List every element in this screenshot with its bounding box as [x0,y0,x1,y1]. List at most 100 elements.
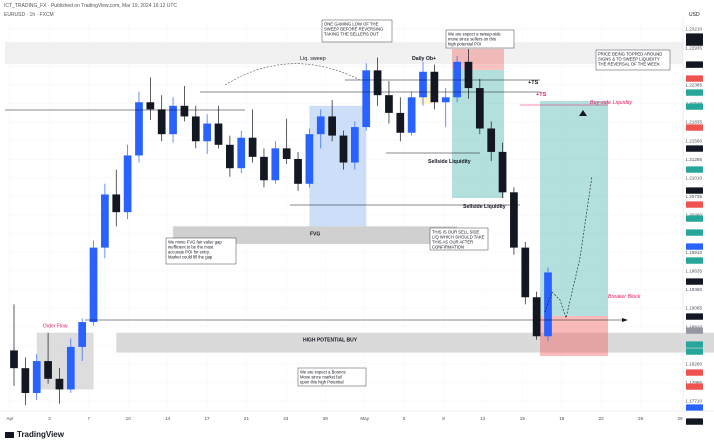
candle-body [305,134,314,184]
candle-body [146,102,155,110]
candle-body [237,137,246,169]
candle-body [89,247,98,323]
candle-body [328,116,336,136]
candle-body [214,123,223,145]
currency-label[interactable]: USD [689,12,700,18]
price-scale-tag [686,348,703,355]
candle-body [316,116,325,135]
price-scale-tag [686,215,703,222]
price-scale-tag [686,404,703,411]
time-tick-label: 14 [165,416,171,421]
sellside-liquidity-label: Sellside Liquidity [428,159,471,165]
candle-body [510,192,518,248]
price-scale-tag [686,418,703,425]
note-sweep-side-text: We are expect a sweep-side [448,32,501,37]
price-tick-label: 1.19360 [685,287,702,292]
time-tick-label: 17 [204,416,210,421]
candle-body [226,144,234,169]
price-scale-tag [686,166,703,173]
price-tick-label: 1.19910 [685,250,702,255]
price-axis: 1.232101.229351.226601.223851.221101.218… [682,18,703,425]
price-tick-label: 1.20460 [685,213,702,218]
candle-body [282,148,291,159]
note-sweep-side-box [445,29,515,49]
candle-body [407,97,416,133]
note-sweep-text: SWEEP BEFORE REVERSING [324,27,383,32]
note-fvg-text: We move FVG fair value gap [168,240,222,245]
candle-body [271,148,280,181]
symbol-info[interactable]: EURUSD · 1h · FXCM [4,12,54,18]
candle-body [487,128,496,152]
candle-body [373,70,382,96]
projection-arrow-icon [579,110,587,116]
price-scale-tag [686,89,703,96]
time-tick-label: 8 [442,416,445,421]
candle-body [203,123,212,142]
candle-body [464,61,473,89]
candle-body [78,322,87,347]
time-tick-label: 19 [559,416,565,421]
price-scale-tag [686,229,703,236]
time-tick-label: 24 [283,416,289,421]
candle-body [430,71,439,103]
candle-body [350,127,359,163]
tradingview-logo[interactable]: TradingView [5,430,64,439]
note-sweep-text: TAKING THE SELLERS OUT [324,32,379,37]
candle-body [135,102,143,156]
candle-body [498,151,507,193]
price-scale-tag [686,187,703,194]
price-tick-label: 1.22935 [685,45,702,50]
candle-body [544,272,552,337]
candle-body [123,155,132,213]
note-reversal-text: SIGNS & TO SWEEP LIQUIDITY [598,57,660,62]
candle-body [10,350,18,369]
projected-path [544,175,593,320]
price-scale-tag [686,201,703,208]
time-tick-label: 21 [244,416,250,421]
time-tick-label: 28 [323,416,329,421]
liq-sweep-label: Liq. sweep [300,56,326,62]
note-fvg-text: accurate POI for entry. [168,250,210,255]
price-tick-label: 1.20735 [685,194,702,199]
time-axis: Apr 3 7 10 14 17 21 24 28 May 5 8 12 15 19 22 26 29 [0,410,714,421]
time-tick-label: 15 [520,416,526,421]
price-scale-tag [686,75,703,82]
note-reversal-box [595,49,671,71]
candle-body [248,137,257,157]
price-tick-label: 1.18810 [685,324,702,329]
candle-body [55,378,64,390]
candle-body [532,297,541,337]
note-reversal-text: THE REVERSAL OF THE WEEK [598,62,660,67]
candle-body [191,116,200,142]
price-tick-label: 1.22385 [685,83,702,88]
price-tick-label: 1.18260 [685,362,702,367]
candle-body [112,194,121,213]
candle-body [339,135,348,163]
note-bounce-text: Move since market fail [300,375,342,380]
note-sellside-box [429,227,489,251]
price-scale-tag [686,39,703,46]
price-tick-label: 1.23210 [685,27,702,32]
candle-body [385,95,393,113]
price-scale-tag [686,257,703,264]
note-sweep-text: ONE GAMING LOW OF THE [324,22,379,27]
candle-body [260,156,268,181]
fvg-label: FVG [310,231,320,237]
brand-label: TradingView [17,430,64,439]
candle-body [21,368,30,393]
candle-body [396,112,405,133]
price-scale-tag [686,243,703,250]
premium-band [5,42,683,64]
sellside-liquidity-label-2: Sellside Liquidity [463,204,506,210]
high-potential-buy-label: HIGH POTENTIAL BUY [303,338,358,344]
note-sellside-text: THIS IS OUR SELL SIDE [432,230,480,235]
candles-group [10,49,552,406]
time-tick-label: 12 [480,416,486,421]
candle-body [180,105,189,117]
time-tick-label: 5 [403,416,406,421]
tradingview-mark-icon [5,431,14,438]
note-sellside-text: CONFIRMATION [432,245,464,250]
candle-body [362,70,371,128]
publish-info: ICT_TRADING_FX · Published on TradingVie… [4,3,178,9]
